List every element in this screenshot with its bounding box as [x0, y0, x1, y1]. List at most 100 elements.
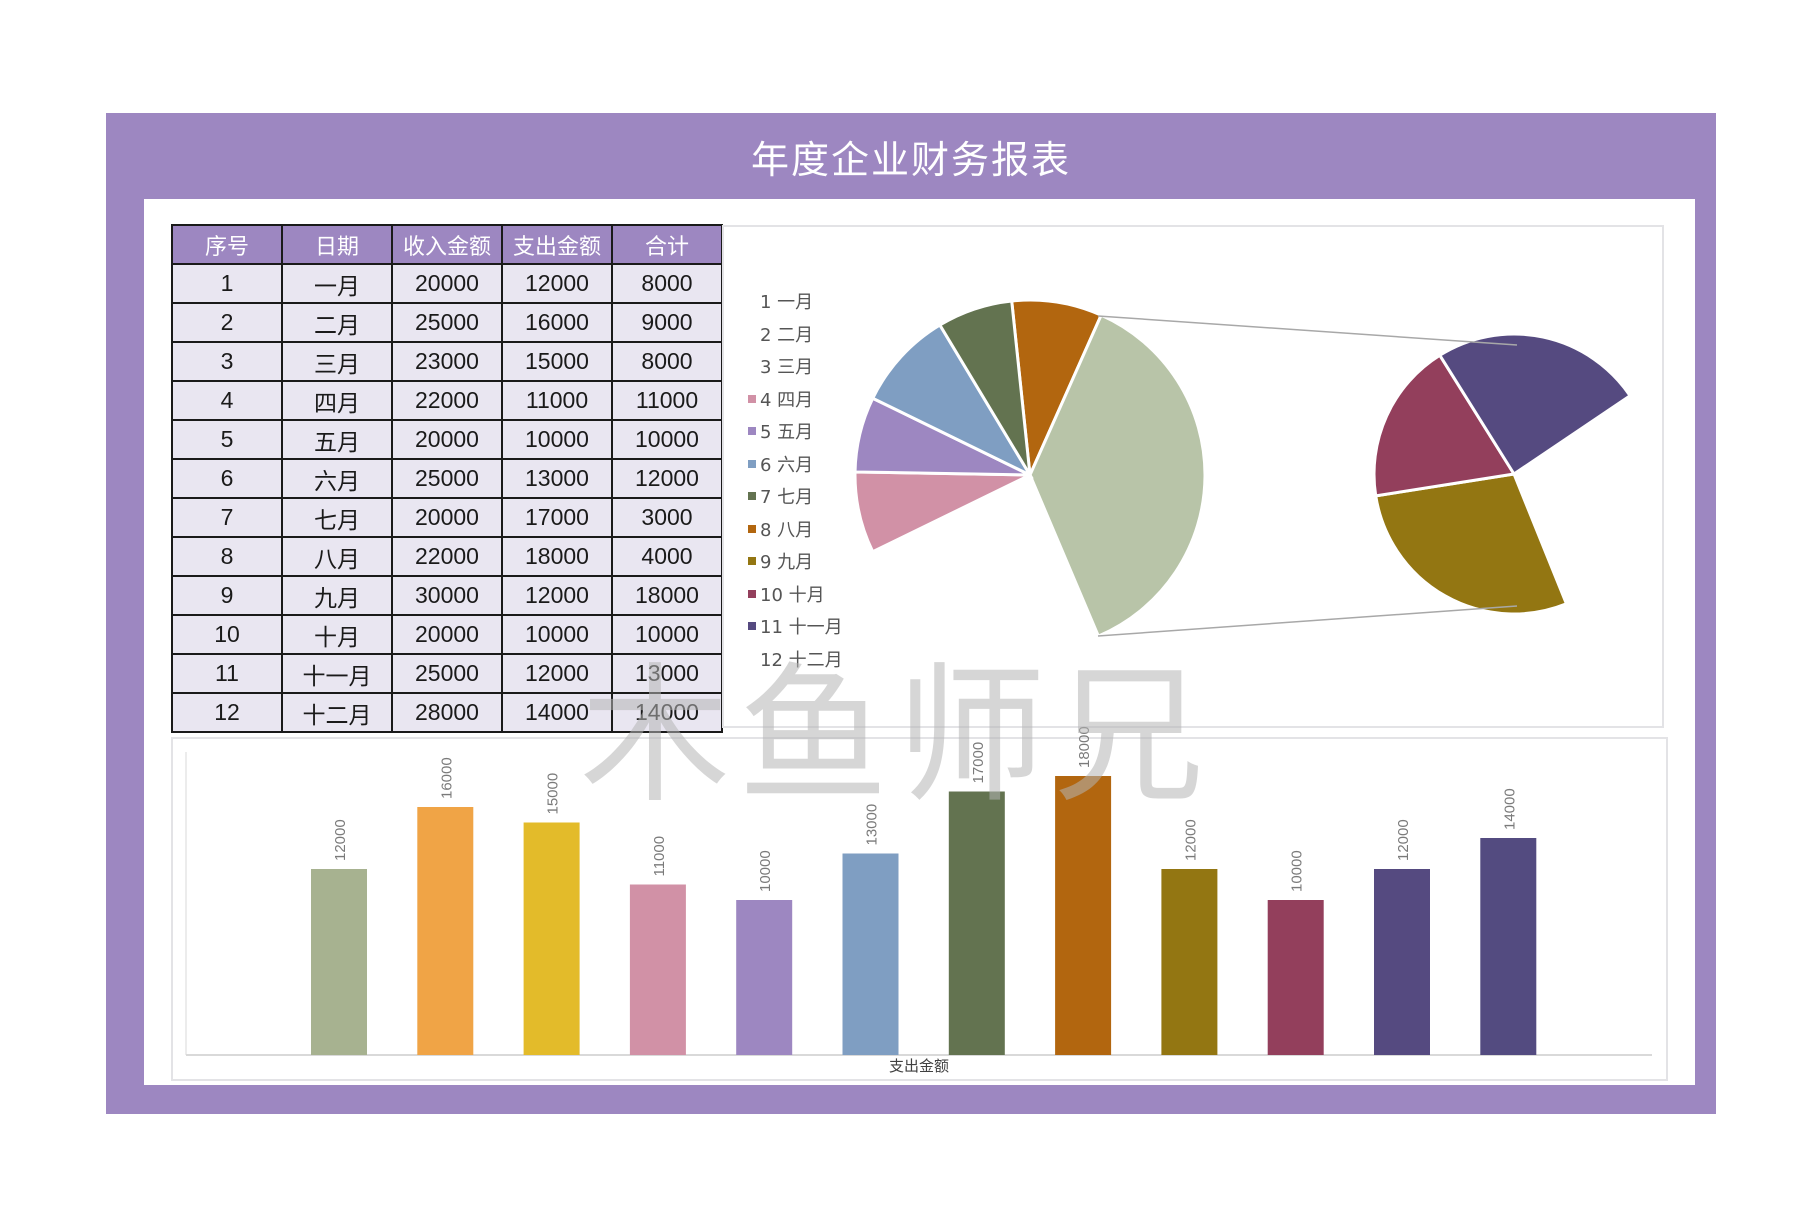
- cell-index: 5: [171, 419, 283, 460]
- table-row: 9 九月 30000 12000 18000: [171, 575, 723, 616]
- cell-expense: 12000: [501, 263, 613, 304]
- bar: [1055, 776, 1112, 1055]
- pie-slice: [1374, 472, 1569, 616]
- pie-slice: [937, 299, 1032, 476]
- bar: [948, 791, 1005, 1055]
- header-date: 日期: [281, 224, 393, 265]
- cell-expense: 17000: [501, 497, 613, 538]
- bar-value-label: 16000: [438, 757, 455, 799]
- cell-index: 10: [171, 614, 283, 655]
- bar: [736, 900, 793, 1055]
- table-row: 7 七月 20000 17000 3000: [171, 497, 723, 538]
- table-row: 11 十一月 25000 12000 13000: [171, 653, 723, 694]
- bar-value-label: 13000: [864, 804, 881, 846]
- table-row: 5 五月 20000 10000 10000: [171, 419, 723, 460]
- bar-value-label: 11000: [651, 836, 668, 877]
- cell-date: 六月: [281, 458, 393, 499]
- cell-income: 23000: [391, 341, 503, 382]
- legend-item: 8 八月: [748, 513, 843, 546]
- cell-income: 25000: [391, 653, 503, 694]
- cell-income: 20000: [391, 614, 503, 655]
- bar-value-label: 17000: [970, 742, 987, 784]
- cell-index: 3: [171, 341, 283, 382]
- legend-item: 3 三月: [748, 350, 843, 383]
- legend-item: 2 二月: [748, 318, 843, 351]
- bar-value-label: 10000: [757, 850, 774, 892]
- table-row: 3 三月 23000 15000 8000: [171, 341, 723, 382]
- table-row: 6 六月 25000 13000 12000: [171, 458, 723, 499]
- bar-value-label: 14000: [1501, 788, 1518, 830]
- bar-value-label: 18000: [1076, 726, 1093, 768]
- legend-label: 4 四月: [760, 389, 814, 411]
- legend-item: 11 十一月: [748, 610, 843, 643]
- cell-expense: 10000: [501, 614, 613, 655]
- bar: [842, 853, 899, 1055]
- cell-expense: 12000: [501, 653, 613, 694]
- cell-index: 7: [171, 497, 283, 538]
- cell-expense: 15000: [501, 341, 613, 382]
- bar: [629, 884, 686, 1055]
- legend-item: 6 六月: [748, 448, 843, 481]
- cell-total: 11000: [611, 380, 723, 421]
- table-row: 10 十月 20000 10000 10000: [171, 614, 723, 655]
- cell-date: 十二月: [281, 692, 393, 733]
- table-row: 12 十二月 28000 14000 14000: [171, 692, 723, 733]
- cell-date: 八月: [281, 536, 393, 577]
- pie-slice: [1372, 353, 1517, 498]
- legend-label: 1 一月: [760, 292, 814, 314]
- finance-table: 序号 日期 收入金额 支出金额 合计 1 一月 20000 12000 8000 2 二月 2…: [171, 224, 723, 733]
- header-expense: 支出金额: [501, 224, 613, 265]
- pie-slice: [853, 470, 1031, 554]
- legend-swatch-icon: [748, 622, 756, 631]
- cell-income: 20000: [391, 497, 503, 538]
- legend-swatch-icon: [748, 589, 756, 598]
- cell-date: 一月: [281, 263, 393, 304]
- cell-income: 20000: [391, 419, 503, 460]
- page-title: 年度企业财务报表: [750, 137, 1071, 182]
- pie-slice: [1437, 332, 1633, 477]
- cell-date: 九月: [281, 575, 393, 616]
- cell-index: 9: [171, 575, 283, 616]
- header-income: 收入金额: [391, 224, 503, 265]
- bar-value-label: 12000: [1182, 819, 1199, 861]
- legend-item: 10 十月: [748, 578, 843, 611]
- pie-slice: [1028, 313, 1207, 639]
- pie-legend: 1 一月 2 二月 3 三月 4 四月 5 五月 6 六月 7 七月 8 八月 9 九月 10 十…: [748, 285, 843, 675]
- bar: [417, 807, 474, 1055]
- bar-chart-panel: [171, 737, 1668, 1081]
- pie-connector-line: [1097, 605, 1518, 637]
- pie-slice: [870, 322, 1034, 479]
- pie-slice: [1010, 298, 1104, 481]
- cell-date: 十一月: [281, 653, 393, 694]
- cell-expense: 10000: [501, 419, 613, 460]
- bar: [1480, 838, 1537, 1055]
- legend-label: 3 三月: [760, 357, 814, 379]
- table-header-row: 序号 日期 收入金额 支出金额 合计: [171, 224, 723, 265]
- cell-total: 8000: [611, 263, 723, 304]
- cell-total: 10000: [611, 419, 723, 460]
- legend-label: 5 五月: [760, 422, 814, 444]
- bar: [523, 822, 580, 1055]
- cell-total: 13000: [611, 653, 723, 694]
- cell-total: 8000: [611, 341, 723, 382]
- legend-item: 7 七月: [748, 480, 843, 513]
- legend-swatch-icon: [748, 524, 756, 533]
- cell-index: 6: [171, 458, 283, 499]
- cell-expense: 13000: [501, 458, 613, 499]
- report-body: 序号 日期 收入金额 支出金额 合计 1 一月 20000 12000 8000 2 二月 2…: [144, 199, 1695, 1085]
- cell-date: 十月: [281, 614, 393, 655]
- bar-value-label: 12000: [1395, 819, 1412, 861]
- legend-label: 8 八月: [760, 519, 814, 541]
- legend-item: 5 五月: [748, 415, 843, 448]
- cell-total: 9000: [611, 302, 723, 343]
- bar: [311, 869, 367, 1055]
- cell-index: 1: [171, 263, 283, 304]
- legend-swatch-icon: [748, 492, 756, 501]
- cell-expense: 14000: [501, 692, 613, 733]
- cell-date: 四月: [281, 380, 393, 421]
- legend-item: 12 十二月: [748, 643, 843, 676]
- cell-income: 22000: [391, 536, 503, 577]
- cell-income: 22000: [391, 380, 503, 421]
- cell-expense: 12000: [501, 575, 613, 616]
- legend-swatch-icon: [748, 394, 756, 403]
